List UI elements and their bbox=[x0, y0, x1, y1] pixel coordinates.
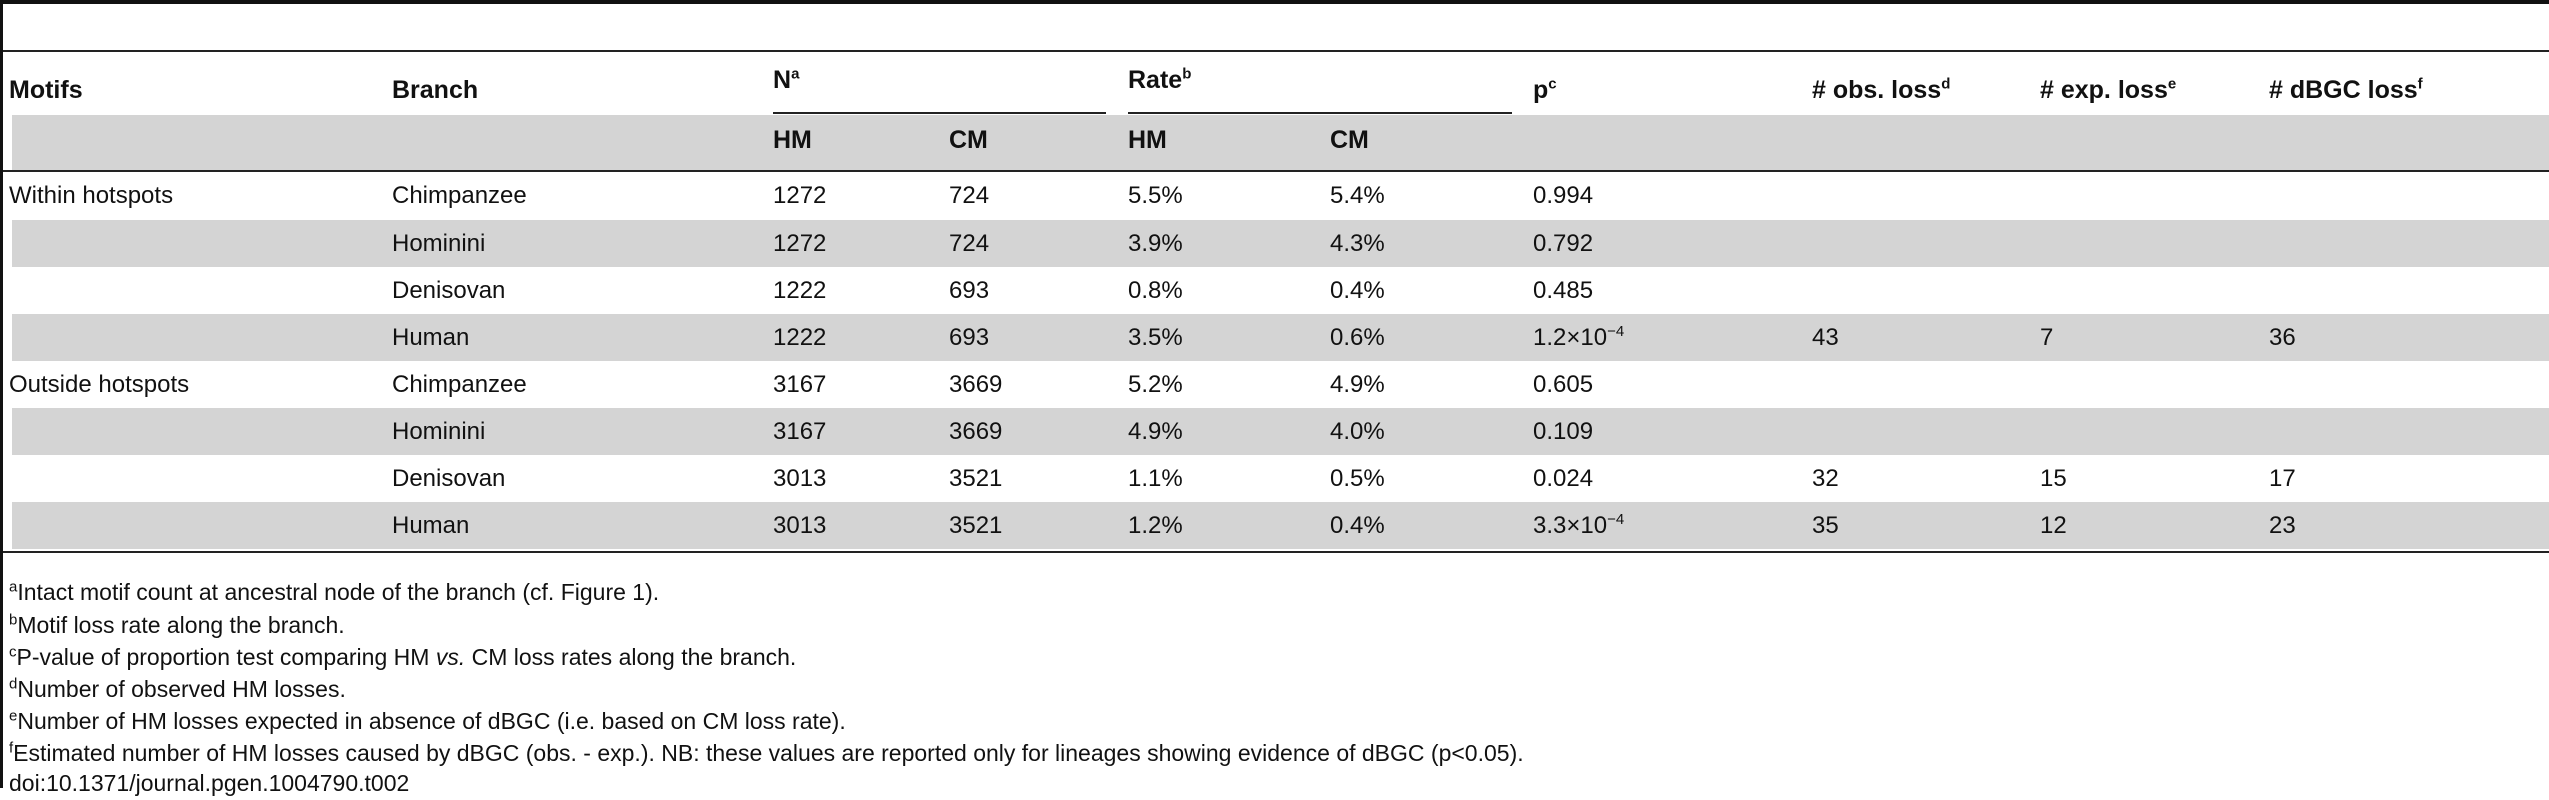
header-rate: Rateb bbox=[1128, 65, 1192, 94]
cell-n-cm: 693 bbox=[949, 324, 990, 351]
cell-p: 0.994 bbox=[1533, 182, 1594, 209]
cell-rate-cm: 0.4% bbox=[1330, 512, 1385, 539]
cell-n-cm: 3669 bbox=[949, 371, 1003, 398]
cell-p: 0.024 bbox=[1533, 465, 1594, 492]
cell-n-hm: 3167 bbox=[773, 371, 827, 398]
cell-n-hm: 1272 bbox=[773, 182, 827, 209]
cell-branch: Denisovan bbox=[392, 465, 506, 492]
cell-n-cm: 724 bbox=[949, 230, 990, 257]
cell-dbgc-loss: 36 bbox=[2269, 324, 2296, 351]
cell-n-hm: 1222 bbox=[773, 324, 827, 351]
footnote-a: aIntact motif count at ancestral node of… bbox=[9, 578, 660, 605]
cell-p: 1.2×10−4 bbox=[1533, 323, 1625, 351]
cell-p: 0.109 bbox=[1533, 418, 1594, 445]
header-dbgc-loss: # dBGC lossf bbox=[2269, 75, 2423, 104]
row-band bbox=[12, 408, 2549, 455]
header-n: Na bbox=[773, 65, 800, 94]
cell-rate-hm: 5.2% bbox=[1128, 371, 1183, 398]
cell-rate-hm: 4.9% bbox=[1128, 418, 1183, 445]
cell-exp-loss: 12 bbox=[2040, 512, 2067, 539]
doi-link[interactable]: doi:10.1371/journal.pgen.1004790.t002 bbox=[9, 770, 410, 796]
cell-rate-cm: 0.4% bbox=[1330, 277, 1385, 304]
cell-obs-loss: 35 bbox=[1812, 512, 1839, 539]
cell-n-cm: 3669 bbox=[949, 418, 1003, 445]
table-bottom-rule bbox=[3, 551, 2549, 553]
cell-rate-cm: 0.6% bbox=[1330, 324, 1385, 351]
cell-rate-hm: 3.9% bbox=[1128, 230, 1183, 257]
cell-motif: Within hotspots bbox=[9, 182, 174, 209]
cell-branch: Hominini bbox=[392, 230, 486, 257]
cell-p: 0.605 bbox=[1533, 371, 1594, 398]
cell-rate-hm: 1.1% bbox=[1128, 465, 1183, 492]
subheader-n-hm: HM bbox=[773, 126, 812, 154]
footnote-d: dNumber of observed HM losses. bbox=[9, 675, 346, 702]
header-branch: Branch bbox=[392, 76, 479, 104]
cell-rate-cm: 4.0% bbox=[1330, 418, 1385, 445]
footnote-c: cP-value of proportion test comparing HM… bbox=[9, 643, 797, 670]
subheader-n-cm: CM bbox=[949, 126, 988, 154]
cell-n-hm: 3013 bbox=[773, 465, 827, 492]
rate-subheader-rule bbox=[1128, 112, 1512, 114]
subheader-rate-cm: CM bbox=[1330, 126, 1369, 154]
row-band bbox=[12, 220, 2549, 267]
cell-p: 3.3×10−4 bbox=[1533, 511, 1625, 539]
cell-branch: Chimpanzee bbox=[392, 182, 527, 209]
cell-dbgc-loss: 17 bbox=[2269, 465, 2296, 492]
n-subheader-rule bbox=[773, 112, 1106, 114]
cell-rate-cm: 4.3% bbox=[1330, 230, 1385, 257]
footnote-e: eNumber of HM losses expected in absence… bbox=[9, 707, 846, 734]
cell-branch: Hominini bbox=[392, 418, 486, 445]
subheader-band bbox=[12, 115, 2549, 170]
header-motifs: Motifs bbox=[9, 76, 83, 104]
cell-dbgc-loss: 23 bbox=[2269, 512, 2296, 539]
cell-rate-cm: 0.5% bbox=[1330, 465, 1385, 492]
cell-rate-hm: 0.8% bbox=[1128, 277, 1183, 304]
cell-n-hm: 1272 bbox=[773, 230, 827, 257]
cell-branch: Denisovan bbox=[392, 277, 506, 304]
cell-rate-hm: 3.5% bbox=[1128, 324, 1183, 351]
header-obs-loss: # obs. lossd bbox=[1812, 75, 1951, 104]
cell-n-cm: 3521 bbox=[949, 512, 1003, 539]
cell-n-cm: 3521 bbox=[949, 465, 1003, 492]
cell-n-cm: 724 bbox=[949, 182, 990, 209]
header-p: pc bbox=[1533, 75, 1557, 104]
table-top-rule bbox=[3, 50, 2549, 52]
cell-motif: Outside hotspots bbox=[9, 371, 190, 398]
cell-rate-cm: 5.4% bbox=[1330, 182, 1385, 209]
top-border bbox=[0, 0, 2549, 4]
cell-branch: Human bbox=[392, 324, 470, 351]
cell-rate-cm: 4.9% bbox=[1330, 371, 1385, 398]
cell-exp-loss: 15 bbox=[2040, 465, 2067, 492]
cell-branch: Human bbox=[392, 512, 470, 539]
cell-obs-loss: 43 bbox=[1812, 324, 1839, 351]
cell-p: 0.792 bbox=[1533, 230, 1594, 257]
cell-n-cm: 693 bbox=[949, 277, 990, 304]
cell-n-hm: 3167 bbox=[773, 418, 827, 445]
row-band bbox=[12, 314, 2549, 361]
footnote-b: bMotif loss rate along the branch. bbox=[9, 611, 345, 638]
cell-n-hm: 3013 bbox=[773, 512, 827, 539]
footnote-f: fEstimated number of HM losses caused by… bbox=[9, 739, 1524, 766]
cell-rate-hm: 1.2% bbox=[1128, 512, 1183, 539]
header-bottom-rule bbox=[3, 170, 2549, 172]
cell-branch: Chimpanzee bbox=[392, 371, 527, 398]
subheader-rate-hm: HM bbox=[1128, 126, 1167, 154]
cell-obs-loss: 32 bbox=[1812, 465, 1839, 492]
header-exp-loss: # exp. losse bbox=[2040, 75, 2177, 104]
row-band bbox=[12, 502, 2549, 549]
cell-n-hm: 1222 bbox=[773, 277, 827, 304]
cell-p: 0.485 bbox=[1533, 277, 1594, 304]
left-border bbox=[0, 0, 3, 788]
cell-exp-loss: 7 bbox=[2040, 324, 2054, 351]
cell-rate-hm: 5.5% bbox=[1128, 182, 1183, 209]
